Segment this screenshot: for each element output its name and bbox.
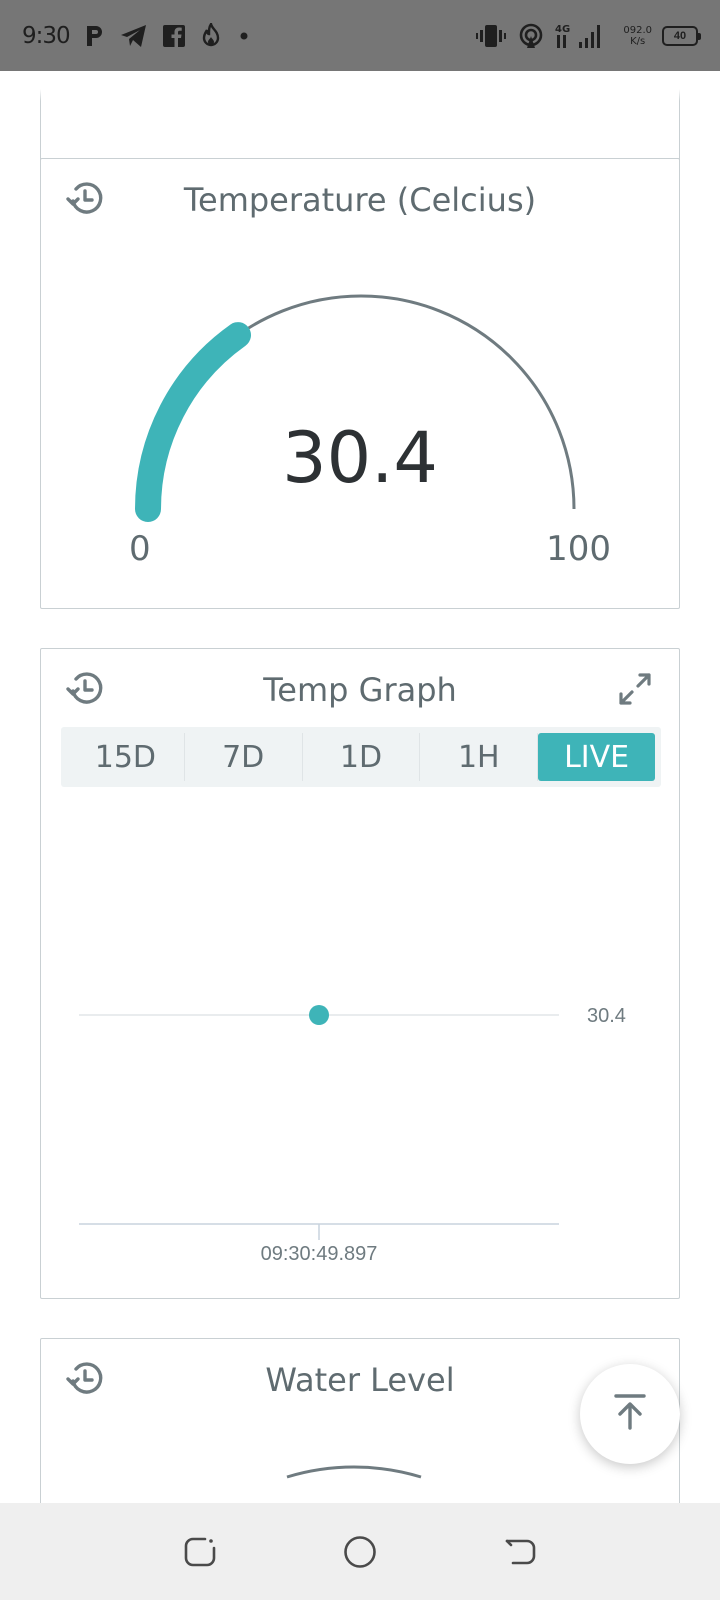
range-tab-1d[interactable]: 1D	[303, 733, 421, 781]
history-icon[interactable]	[65, 669, 105, 709]
telegram-icon	[120, 24, 148, 48]
card-title: Water Level	[265, 1361, 455, 1399]
range-tab-7d[interactable]: 7D	[185, 733, 303, 781]
temperature-card: Temperature (Celcius) 30.4 0 100	[40, 158, 680, 609]
signal-4g-icon: 4G	[555, 22, 613, 50]
network-speed: 092.0 K/s	[623, 25, 652, 47]
range-tab-15d[interactable]: 15D	[67, 733, 185, 781]
history-icon[interactable]	[65, 1359, 105, 1399]
history-icon[interactable]	[65, 179, 105, 219]
chart-y-tick-label: 30.4	[587, 1005, 626, 1027]
card-title: Temp Graph	[263, 671, 457, 709]
status-left: 9:30	[22, 22, 252, 49]
temperature-gauge	[135, 294, 576, 522]
expand-icon[interactable]	[617, 671, 653, 707]
chart-point	[309, 1005, 329, 1025]
gauge-max-label: 100	[546, 529, 611, 569]
dashboard-content[interactable]: Temperature (Celcius) 30.4 0 100 Temp Gr…	[0, 71, 720, 1503]
network-speed-unit: K/s	[630, 35, 646, 47]
notification-dot-icon	[236, 28, 252, 44]
back-icon	[505, 1539, 536, 1564]
scroll-to-top-button[interactable]	[580, 1364, 680, 1464]
facebook-icon	[162, 24, 186, 48]
range-tab-live[interactable]: LIVE	[538, 733, 655, 781]
temp-line-chart: 30.4 09:30:49.897	[79, 1005, 626, 1265]
gauge-min-label: 0	[129, 529, 151, 569]
range-tab-1h[interactable]: 1H	[420, 733, 539, 781]
water-level-gauge	[286, 1465, 422, 1479]
card-title: Temperature (Celcius)	[183, 181, 537, 219]
battery-level: 40	[673, 29, 687, 42]
flame-app-icon	[200, 22, 222, 49]
svg-text:4G: 4G	[555, 24, 570, 35]
home-icon	[344, 1535, 376, 1568]
status-right: 4G 092.0 K/s 40	[475, 22, 701, 50]
gauge-fill	[135, 322, 251, 522]
recent-apps-icon	[184, 1537, 216, 1566]
home-button[interactable]	[338, 1530, 382, 1574]
status-bar: 9:30 4G 092.0	[0, 0, 720, 71]
water-gauge-track	[286, 1465, 422, 1479]
vibrate-icon	[475, 23, 507, 49]
top-fade	[0, 71, 720, 101]
network-speed-value: 092.0	[623, 24, 652, 36]
system-nav-bar	[0, 1503, 720, 1600]
chart-x-tick-label: 09:30:49.897	[261, 1243, 378, 1265]
status-time: 9:30	[22, 22, 71, 49]
recent-apps-button[interactable]	[178, 1530, 222, 1574]
gauge-value: 30.4	[282, 417, 438, 499]
back-button[interactable]	[498, 1530, 542, 1574]
temp-graph-card: Temp Graph 15D 7D 1D 1H LIVE 30.4 09:30:4…	[40, 648, 680, 1299]
parking-app-icon	[84, 24, 106, 48]
hotspot-icon	[517, 22, 545, 50]
arrow-up-to-top-icon	[612, 1392, 648, 1437]
time-range-tabs: 15D 7D 1D 1H LIVE	[61, 727, 661, 787]
battery-icon: 40	[662, 25, 701, 46]
